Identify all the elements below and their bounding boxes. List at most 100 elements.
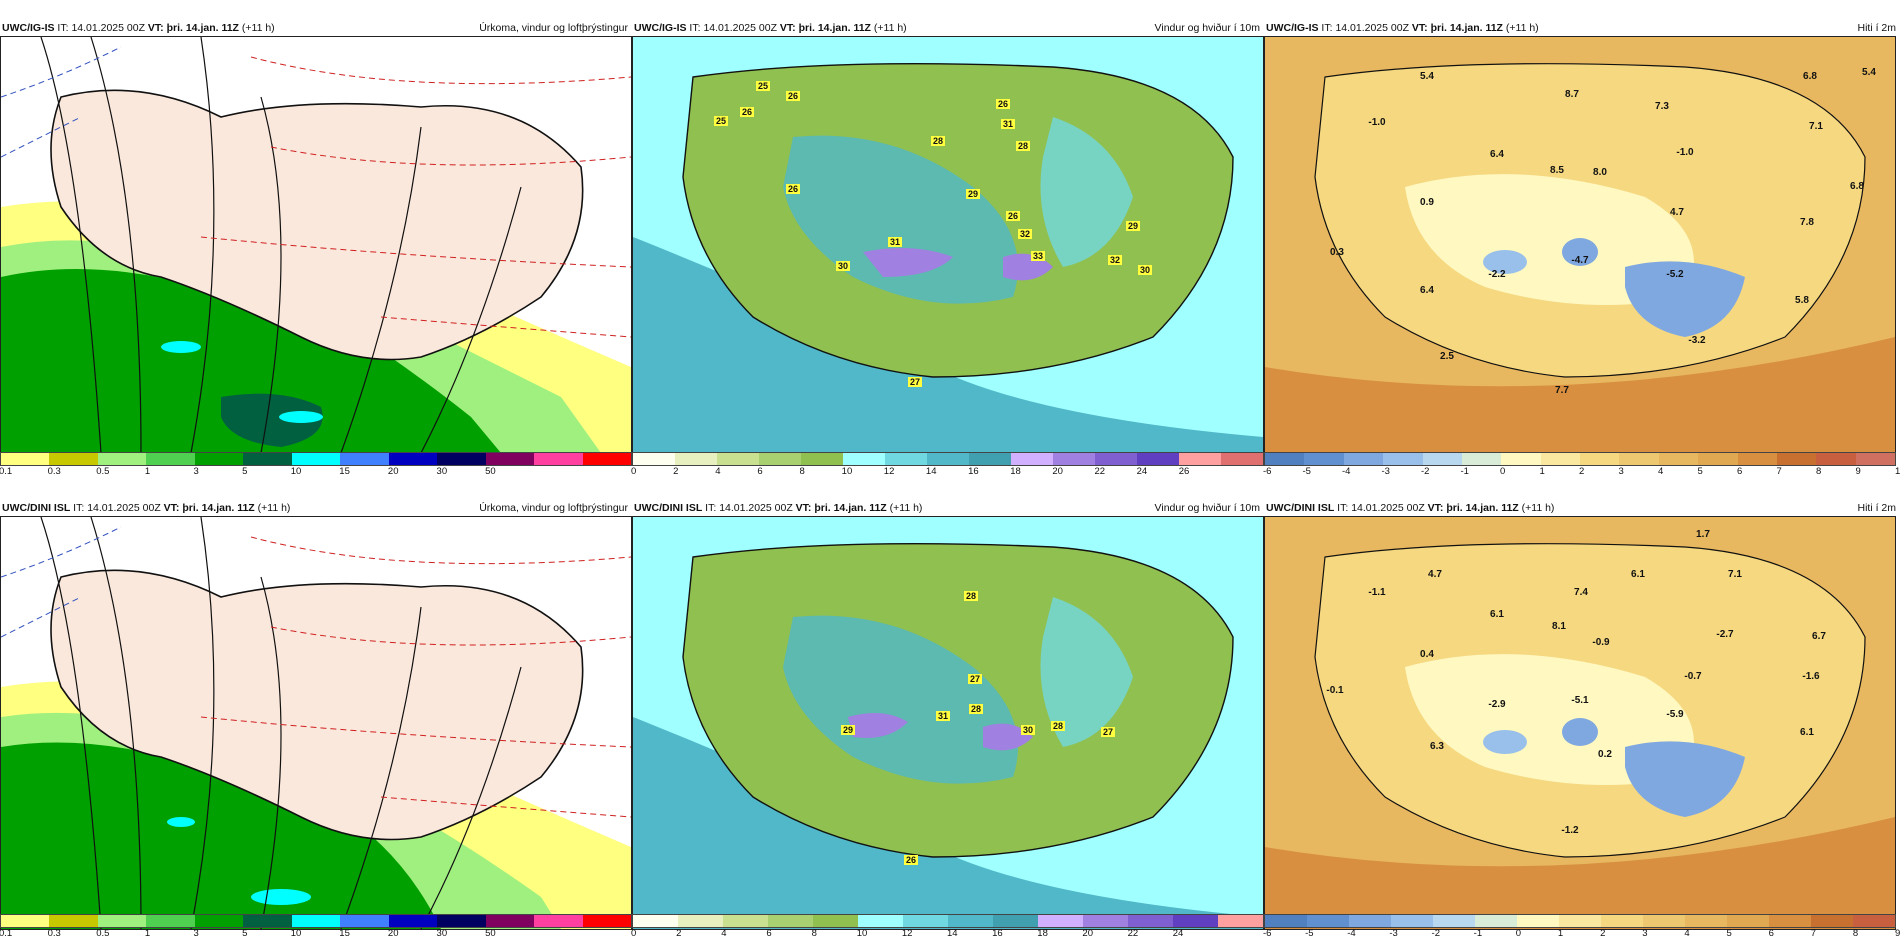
colorbar-tick-label: 0 — [631, 466, 637, 477]
temp-value-label: 0.3 — [1330, 247, 1344, 258]
panel-title: Hiti í 2m — [1857, 22, 1896, 34]
temp-value-label: -0.1 — [1326, 685, 1344, 696]
gust-value-label: 26 — [788, 184, 798, 194]
colorbar-swatch — [194, 453, 244, 465]
colorbar-tick-label: -1 — [1460, 466, 1469, 477]
colorbar-swatch — [1265, 453, 1305, 465]
temp-value-label: -3.2 — [1688, 335, 1706, 346]
precip-map[interactable] — [0, 516, 632, 930]
wind-gust-labels: 28 27 28 31 29 30 28 27 26 — [841, 591, 1115, 865]
temp-value-label: 2.5 — [1440, 351, 1454, 362]
colorbar-tick-label: 16 — [992, 928, 1003, 939]
vt-label: VT: — [163, 502, 180, 514]
temp-value-label: 5.8 — [1795, 295, 1809, 306]
colorbar-tick-label: 2 — [676, 928, 682, 939]
gust-label-box — [1016, 141, 1030, 151]
temp-value-label: 6.1 — [1490, 609, 1504, 620]
colorbar-swatch — [437, 453, 486, 465]
it-label: IT: — [73, 502, 85, 514]
temp-map[interactable]: 5.4 8.7 7.3 6.8 5.4 -1.0 6.4 8.5 8.0 -1.0 7.1 0.9 4.… — [1264, 36, 1896, 454]
gust-label-box — [740, 107, 754, 117]
panel-temp-row2: UWC/DINI ISL IT: 14.01.2025 00Z VT: þri.… — [1264, 500, 1900, 930]
colorbar-tick-label: 9 — [1895, 928, 1900, 939]
colorbar-swatch — [1776, 453, 1817, 465]
model-name: UWC/DINI ISL — [1266, 502, 1335, 514]
gust-value-label: 31 — [890, 237, 900, 247]
colorbar-tick-label: 16 — [968, 466, 979, 477]
temp-value-label: -5.9 — [1666, 709, 1684, 720]
gust-label-box — [1101, 727, 1115, 737]
colorbar-tick-label: 1 — [1539, 466, 1545, 477]
lead-time: (+11 h) — [241, 22, 275, 34]
colorbar-swatch — [1517, 915, 1559, 927]
lead-time: (+11 h) — [873, 22, 907, 34]
panel-title: Hiti í 2m — [1857, 502, 1896, 514]
precip-map-svg — [1, 37, 631, 453]
temp-value-label: 4.7 — [1670, 207, 1684, 218]
colorbar-ticks-precip: 0.1 0.3 0.5 1 3 5 10 15 20 30 50 — [0, 466, 632, 478]
temp-value-label: 0.9 — [1420, 197, 1434, 208]
colorbar-swatch — [1083, 915, 1128, 927]
temp-value-label: 5.4 — [1862, 67, 1876, 78]
colorbar-tick-label: 26 — [1178, 466, 1190, 477]
temp-value-label: 1.7 — [1696, 529, 1710, 540]
gust-label-box — [1021, 725, 1035, 735]
gust-value-label: 26 — [788, 91, 798, 101]
lead-time: (+11 h) — [1521, 502, 1555, 514]
colorbar-tick-label: -5 — [1302, 466, 1311, 477]
valid-time: þri. 14.jan. 11Z — [182, 502, 255, 514]
wind-map[interactable]: 28 27 28 31 29 30 28 27 26 — [632, 516, 1264, 930]
colorbar-tick-label: 24 — [1136, 466, 1148, 477]
colorbar-swatch — [1038, 915, 1083, 927]
wind-map-svg: 28 27 28 31 29 30 28 27 26 — [633, 517, 1263, 929]
vt-label: VT: — [779, 22, 796, 34]
colorbar-swatch — [388, 915, 438, 927]
colorbar-tick-label: 5 — [242, 466, 248, 477]
gust-label-box — [996, 99, 1010, 109]
colorbar-swatch — [97, 915, 147, 927]
temp-value-label: -4.7 — [1571, 255, 1589, 266]
colorbar-tick-label: 7 — [1810, 928, 1817, 939]
colorbar-tick-label: 30 — [436, 466, 448, 477]
temp-value-label: -1.0 — [1676, 147, 1694, 158]
colorbar-tick-label: 8 — [1852, 928, 1859, 939]
colorbar-swatch — [1422, 453, 1462, 465]
colorbar-tick-label: 14 — [947, 928, 958, 939]
panel-title: Úrkoma, vindur og loftþrýstingur — [479, 22, 628, 34]
temp-value-label: 6.4 — [1420, 285, 1434, 296]
gust-value-label: 30 — [1023, 725, 1033, 735]
colorbar-swatch — [1816, 453, 1856, 465]
gust-label-box — [1126, 221, 1140, 231]
gust-value-label: 26 — [906, 855, 916, 865]
panel-title: Vindur og hviður í 10m — [1154, 22, 1260, 34]
panel-header: UWC/IG-IS IT: 14.01.2025 00Z VT: þri. 14… — [1264, 20, 1900, 36]
colorbar-swatch — [485, 915, 535, 927]
colorbar-swatch — [717, 453, 759, 465]
colorbar-swatch — [291, 915, 341, 927]
temp-value-label: -1.1 — [1368, 587, 1386, 598]
colorbar-precip — [0, 914, 632, 928]
colorbar-swatch — [1, 453, 50, 465]
gust-label-box — [968, 674, 982, 684]
gust-label-box — [904, 855, 918, 865]
colorbar-tick-label: 24 — [1172, 928, 1184, 939]
init-time: 14.01.2025 00Z — [1335, 22, 1409, 34]
colorbar-tick-label: 6 — [1737, 466, 1743, 477]
temp-value-label: -2.7 — [1716, 629, 1734, 640]
colorbar-tick-label: 4 — [715, 466, 721, 477]
colorbar-swatch — [582, 915, 632, 927]
panel-title: Vindur og hviður í 10m — [1154, 502, 1260, 514]
colorbar-tick-label: 4 — [1684, 928, 1690, 939]
colorbar-swatch — [340, 453, 389, 465]
colorbar-tick-label: 3 — [1642, 928, 1648, 939]
colorbar-tick-label: 50 — [485, 466, 496, 477]
colorbar-tick-label: -2 — [1421, 466, 1430, 477]
gust-label-box — [756, 81, 770, 91]
temp-value-label: 7.3 — [1655, 101, 1669, 112]
colorbar-tick-label: 18 — [1037, 928, 1048, 939]
precip-map[interactable] — [0, 36, 632, 454]
gust-label-box — [1108, 255, 1122, 265]
wind-map[interactable]: 25 26 25 26 26 31 28 28 26 29 26 29 32 31 30 33 32 30 27 — [632, 36, 1264, 454]
colorbar-tick-label: 0.5 — [96, 928, 110, 939]
temp-map[interactable]: 1.7 4.7 6.1 7.1 -1.1 7.4 6.1 8.1 -0.9 -2.7 6.7 0.4 -… — [1264, 516, 1896, 930]
